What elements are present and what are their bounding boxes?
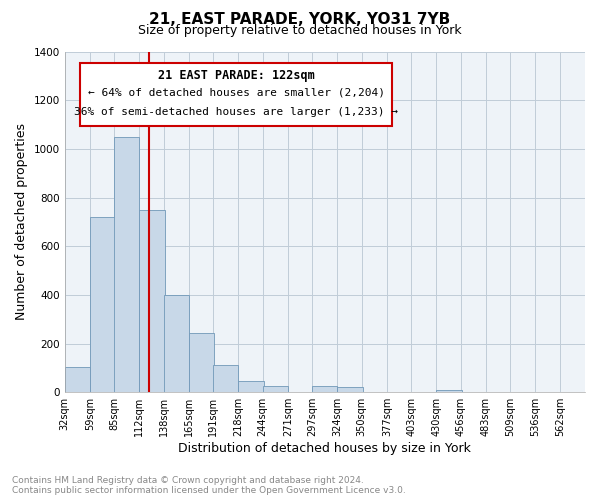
Bar (65, 366, 90, 392)
Bar (114, 136, 139, 392)
Bar (139, 210, 164, 392)
Bar (189, 332, 214, 392)
Text: Contains HM Land Registry data © Crown copyright and database right 2024.
Contai: Contains HM Land Registry data © Crown c… (12, 476, 406, 495)
Y-axis label: Number of detached properties: Number of detached properties (15, 124, 28, 320)
Text: ← 64% of detached houses are smaller (2,204): ← 64% of detached houses are smaller (2,… (88, 88, 385, 98)
Bar (213, 366, 238, 392)
FancyBboxPatch shape (80, 64, 392, 126)
Text: Size of property relative to detached houses in York: Size of property relative to detached ho… (138, 24, 462, 37)
Bar (90, 217, 115, 392)
X-axis label: Distribution of detached houses by size in York: Distribution of detached houses by size … (178, 442, 471, 455)
Text: 36% of semi-detached houses are larger (1,233) →: 36% of semi-detached houses are larger (… (74, 106, 398, 117)
Bar (238, 380, 263, 392)
Bar (164, 295, 189, 392)
Bar (263, 386, 288, 392)
Bar (436, 390, 461, 392)
Text: 21 EAST PARADE: 122sqm: 21 EAST PARADE: 122sqm (158, 69, 315, 82)
Bar (337, 388, 362, 392)
Bar (312, 386, 337, 392)
Text: 21, EAST PARADE, YORK, YO31 7YB: 21, EAST PARADE, YORK, YO31 7YB (149, 12, 451, 28)
